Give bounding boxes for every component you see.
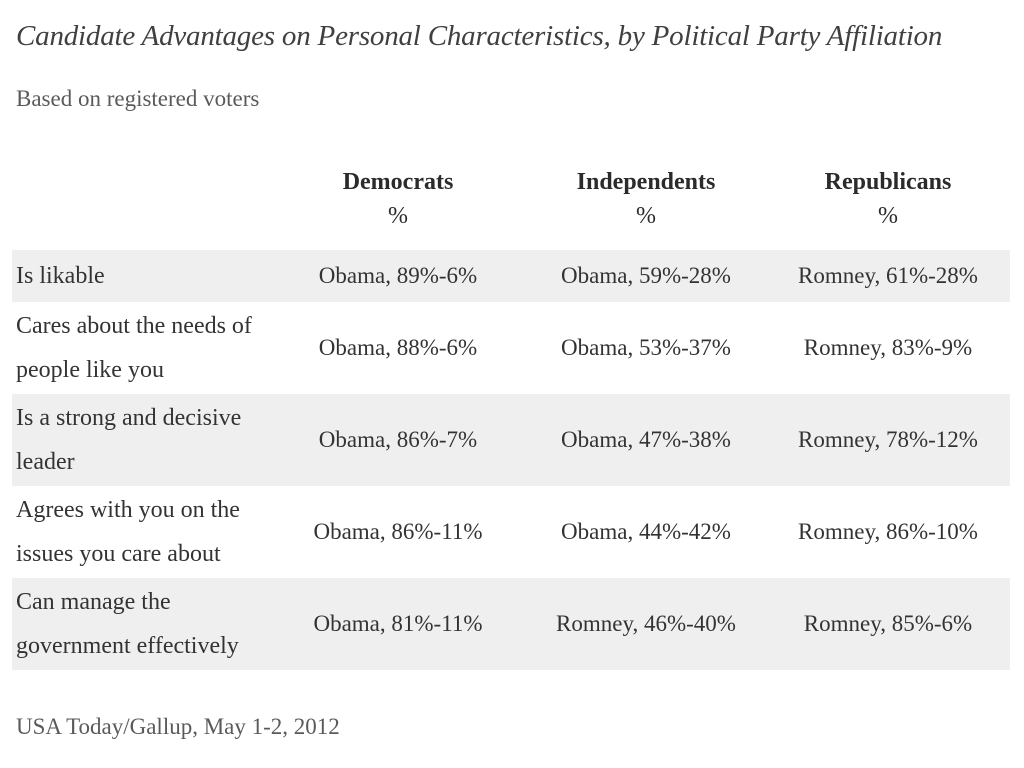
table-row: Can manage the government effectively Ob… [12, 578, 1010, 670]
table-cell: Romney, 85%-6% [803, 611, 973, 636]
column-header-republicans: Republicans % [788, 166, 988, 234]
column-name: Independents [576, 169, 716, 195]
table-cell: Romney, 46%-40% [556, 611, 736, 636]
table-cell: Romney, 78%-12% [798, 427, 978, 452]
table-row: Agrees with you on the issues you care a… [12, 486, 1010, 578]
table-cell: Obama, 47%-38% [561, 427, 731, 452]
row-label: Is a strong and decisive leader [16, 405, 242, 475]
column-header-independents: Independents % [546, 166, 746, 234]
table-row: Cares about the needs of people like you… [12, 302, 1010, 394]
table-cell: Obama, 86%-11% [313, 519, 483, 544]
row-label: Is likable [16, 263, 105, 289]
table-cell: Obama, 88%-6% [318, 335, 478, 360]
row-label: Cares about the needs of people like you [16, 313, 252, 383]
table-header: Democrats % Independents % Republicans % [12, 160, 1010, 250]
data-table: Democrats % Independents % Republicans %… [12, 160, 1010, 670]
row-label: Agrees with you on the issues you care a… [16, 497, 240, 567]
table-row: Is likable Obama, 89%-6% Obama, 59%-28% … [12, 250, 1010, 302]
column-unit: % [878, 203, 898, 229]
column-name: Republicans [824, 169, 952, 195]
chart-subtitle: Based on registered voters [16, 86, 260, 111]
table-cell: Obama, 89%-6% [318, 263, 478, 288]
table-cell: Obama, 59%-28% [561, 263, 731, 288]
chart-title: Candidate Advantages on Personal Charact… [16, 20, 943, 52]
row-label: Can manage the government effectively [16, 589, 239, 659]
column-unit: % [388, 203, 408, 229]
table-cell: Obama, 86%-7% [318, 427, 478, 452]
table-cell: Obama, 81%-11% [313, 611, 483, 636]
source-note: USA Today/Gallup, May 1-2, 2012 [16, 714, 340, 739]
column-unit: % [636, 203, 656, 229]
table-cell: Obama, 44%-42% [561, 519, 731, 544]
table-cell: Romney, 61%-28% [798, 263, 978, 288]
table-cell: Obama, 53%-37% [561, 335, 731, 360]
table-row: Is a strong and decisive leader Obama, 8… [12, 394, 1010, 486]
column-header-democrats: Democrats % [298, 166, 498, 234]
column-name: Democrats [342, 169, 454, 195]
table-cell: Romney, 86%-10% [798, 519, 978, 544]
table-cell: Romney, 83%-9% [803, 335, 973, 360]
